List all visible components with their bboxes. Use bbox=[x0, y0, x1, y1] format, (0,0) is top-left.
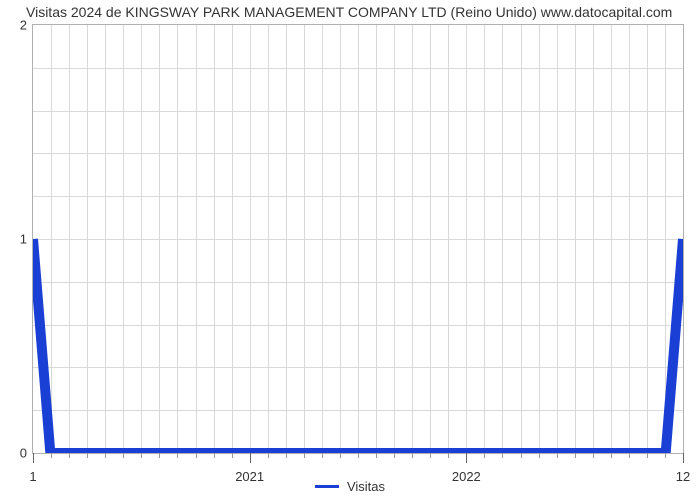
x-tick-minor bbox=[232, 453, 233, 458]
x-tick-minor bbox=[69, 453, 70, 458]
x-tick-minor bbox=[322, 453, 323, 458]
x-tick-minor bbox=[268, 453, 269, 458]
legend-swatch bbox=[315, 485, 339, 488]
x-tick-minor bbox=[557, 453, 558, 458]
x-tick-minor bbox=[105, 453, 106, 458]
x-tick-minor bbox=[123, 453, 124, 458]
x-tick-minor bbox=[304, 453, 305, 458]
x-minor-ticks bbox=[33, 453, 683, 465]
series-line-visitas bbox=[33, 239, 683, 453]
x-tick-minor bbox=[647, 453, 648, 458]
x-tick-minor bbox=[412, 453, 413, 458]
x-tick-minor bbox=[87, 453, 88, 458]
x-tick-minor bbox=[430, 453, 431, 458]
x-tick-minor bbox=[286, 453, 287, 458]
x-tick-minor bbox=[358, 453, 359, 458]
x-tick-minor bbox=[575, 453, 576, 458]
x-tick-minor bbox=[611, 453, 612, 458]
legend: Visitas bbox=[0, 479, 700, 494]
x-tick-minor bbox=[177, 453, 178, 458]
x-tick-minor bbox=[376, 453, 377, 458]
y-tick-label: 1 bbox=[20, 232, 27, 247]
x-tick-minor bbox=[593, 453, 594, 458]
x-tick-minor bbox=[340, 453, 341, 458]
legend-label: Visitas bbox=[347, 479, 385, 494]
x-tick-minor bbox=[51, 453, 52, 458]
chart-title: Visitas 2024 de KINGSWAY PARK MANAGEMENT… bbox=[26, 4, 692, 20]
x-tick-minor bbox=[448, 453, 449, 458]
x-tick-minor bbox=[141, 453, 142, 458]
x-tick-minor bbox=[394, 453, 395, 458]
series-visitas bbox=[33, 25, 683, 453]
x-tick-minor bbox=[629, 453, 630, 458]
x-tick-minor bbox=[196, 453, 197, 458]
x-tick-minor bbox=[159, 453, 160, 458]
y-tick-label: 0 bbox=[20, 446, 27, 461]
x-tick-minor bbox=[665, 453, 666, 458]
x-tick-minor bbox=[484, 453, 485, 458]
x-tick-minor bbox=[502, 453, 503, 458]
y-tick-label: 2 bbox=[20, 18, 27, 33]
x-tick-minor bbox=[214, 453, 215, 458]
x-tick-minor bbox=[539, 453, 540, 458]
x-tick-major bbox=[683, 453, 684, 463]
x-tick-minor bbox=[521, 453, 522, 458]
plot-area: 012 20212022 1 12 bbox=[32, 24, 684, 454]
